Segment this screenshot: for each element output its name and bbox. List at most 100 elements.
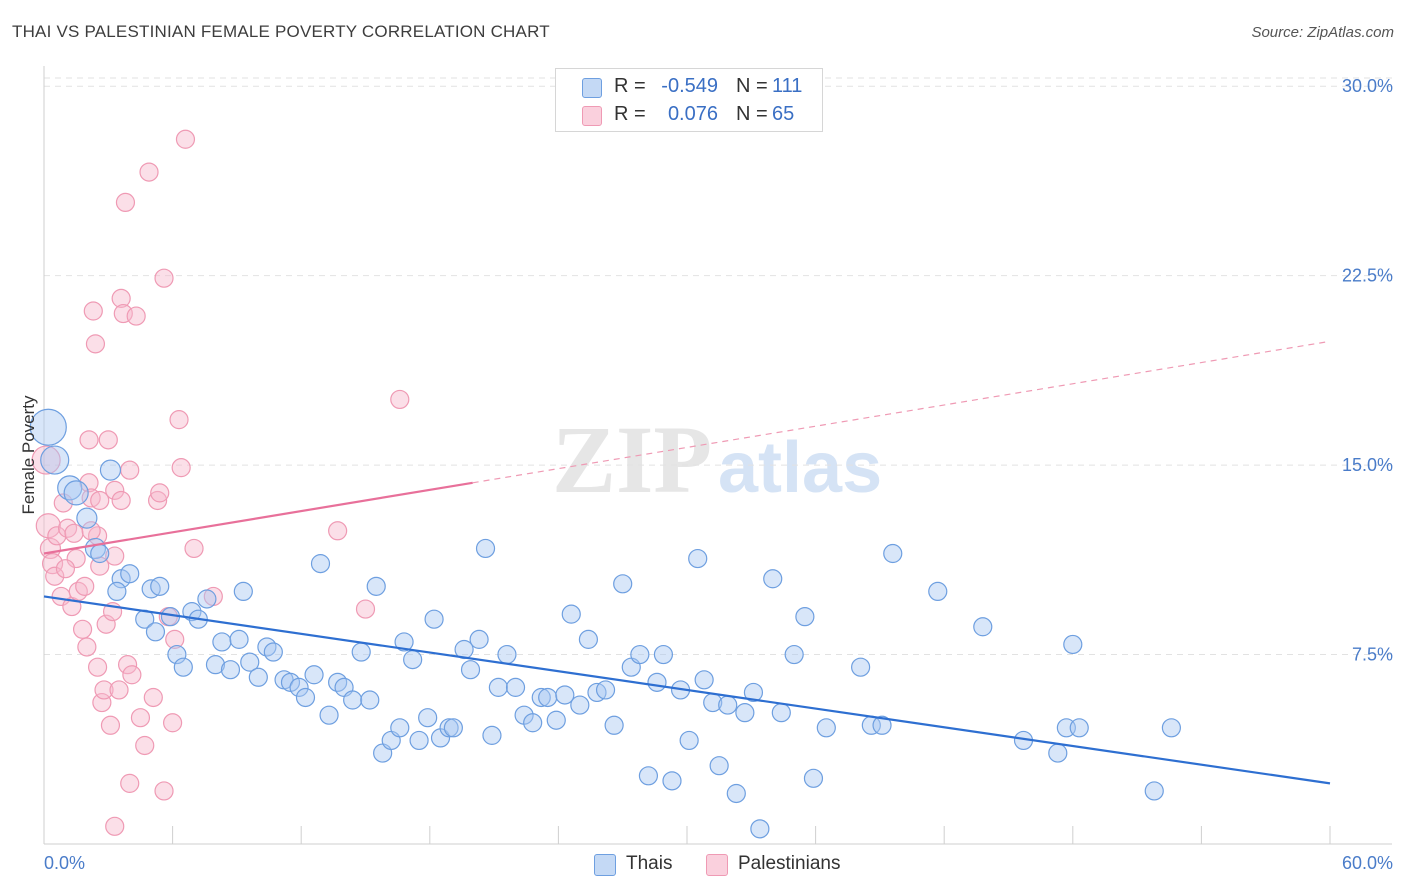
thai-point [771, 703, 791, 723]
grid-lines [44, 77, 1392, 656]
palestinian-point [328, 521, 348, 541]
thai-point [150, 576, 170, 596]
palestinians-swatch [582, 106, 602, 126]
legend-r-value: 0.076 [667, 103, 718, 125]
palestinian-point [154, 268, 174, 288]
thai-point [212, 632, 232, 652]
thai-point [538, 687, 558, 708]
palestinian-point [147, 490, 168, 511]
palestinian-point [130, 708, 151, 728]
thai-point [928, 581, 948, 602]
thai-point [173, 657, 193, 677]
watermark-atlas: atlas [718, 428, 882, 508]
palestinian-point [143, 687, 163, 708]
y-tick-label: 7.5% [1352, 645, 1393, 665]
thai-point [872, 715, 892, 735]
thai-point [523, 713, 543, 733]
y-tick-label: 30.0% [1342, 76, 1393, 96]
palestinian-point [111, 490, 131, 511]
palestinian-point [72, 619, 93, 639]
thai-point [289, 677, 309, 697]
thai-point [795, 607, 815, 627]
legend-row-thais: R = -0.549 N = 111 [556, 73, 822, 101]
thai-point [1144, 781, 1164, 801]
thai-point [709, 756, 729, 776]
thais-trend-line [43, 595, 1331, 785]
thai-point [718, 695, 738, 715]
thai-point [595, 680, 616, 700]
thai-point [531, 687, 551, 708]
thai-point [424, 609, 444, 629]
legend-n-value: 65 [772, 103, 795, 125]
palestinian-point [135, 735, 155, 756]
palestinian-point [163, 713, 183, 733]
thai-point [240, 652, 260, 672]
palestinian-point [105, 816, 125, 836]
palestinian-point [109, 680, 129, 700]
thai-point [726, 783, 746, 804]
legend-n-value: 111 [772, 75, 803, 97]
thai-point [883, 543, 903, 564]
palestinian-point [120, 773, 140, 793]
legend-r-label: R = [614, 75, 646, 97]
thai-point [630, 644, 650, 665]
palestinian-point [105, 480, 125, 500]
zipatlas-watermark: ZIP atlas [552, 406, 882, 513]
thai-point [750, 819, 770, 839]
tick-labels: 7.5% 15.0% 22.5% 30.0% 0.0% 60.0% Female Pover… [19, 76, 1393, 873]
trend-lines [43, 340, 1331, 785]
thai-point [973, 617, 993, 637]
y-tick-label: 15.0% [1342, 455, 1393, 475]
palestinian-point [57, 518, 78, 538]
thai-point [76, 507, 98, 529]
correlation-legend: R = -0.549 N = 111 R = 0.076 N = 65 [555, 68, 823, 132]
chart-title: THAI VS PALESTINIAN FEMALE POVERTY CORRE… [12, 22, 550, 41]
thai-point [1048, 743, 1068, 763]
palestinian-point [77, 637, 97, 657]
palestinians-trend-extension [472, 340, 1331, 484]
palestinian-point [96, 614, 116, 634]
legend-n-label: N = [736, 103, 768, 125]
palestinian-point [122, 665, 142, 685]
palestinian-point [154, 781, 174, 801]
palestinian-point [53, 493, 73, 513]
palestinian-point [90, 490, 110, 511]
thai-point [257, 637, 277, 657]
palestinian-point [105, 546, 125, 566]
palestinian-point [115, 192, 136, 213]
thai-point [688, 548, 708, 569]
thai-point [233, 581, 253, 602]
thai-point [546, 710, 566, 730]
x-tick-label: 0.0% [44, 853, 85, 873]
thai-point [679, 730, 699, 751]
thai-point [763, 569, 783, 589]
thai-point [469, 629, 489, 649]
thai-point [505, 677, 526, 697]
thai-point [482, 725, 502, 745]
palestinian-point [75, 576, 95, 596]
legend-r-label: R = [614, 103, 646, 125]
thai-point [263, 642, 283, 662]
thai-point [120, 564, 140, 584]
palestinian-point [85, 334, 106, 354]
palestinian-point [171, 458, 191, 478]
y-axis-label: Female Poverty [19, 395, 38, 515]
thai-point [578, 629, 599, 649]
palestinian-point [117, 655, 138, 675]
legend-item-thais: Thais [594, 852, 704, 876]
thai-point [107, 581, 127, 602]
thai-point [647, 672, 667, 692]
thai-point [1161, 718, 1181, 738]
palestinian-point [184, 538, 204, 559]
palestinian-point [169, 410, 189, 430]
x-tick-label: 60.0% [1342, 853, 1393, 873]
palestinians-points [31, 129, 410, 836]
palestinian-point [120, 460, 140, 480]
thai-point [613, 574, 633, 594]
thai-point [409, 730, 429, 751]
thai-point [570, 695, 590, 715]
palestinian-point [66, 548, 86, 569]
legend-item-palestinians: Palestinians [706, 852, 866, 876]
thai-point [29, 408, 67, 446]
thai-point [1069, 718, 1089, 738]
